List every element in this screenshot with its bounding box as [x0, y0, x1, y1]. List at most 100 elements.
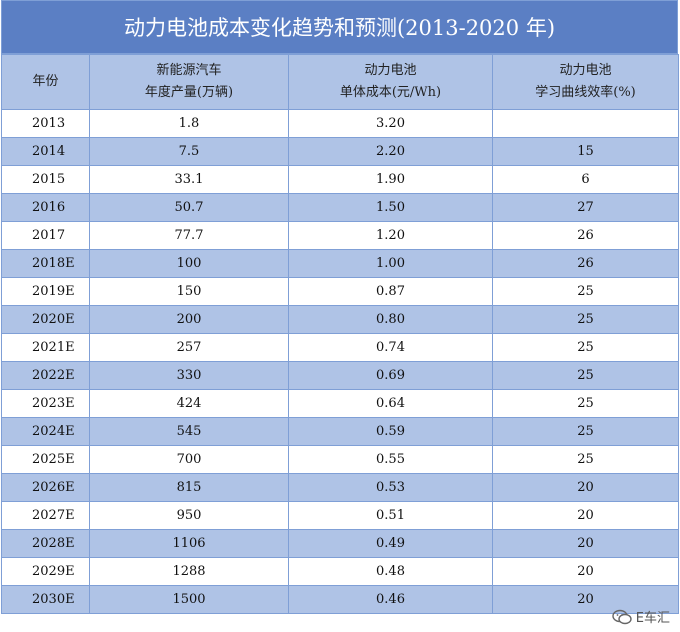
- table-row: 2014 7.5 2.20 15: [1, 137, 679, 166]
- cell-sales: 33.1: [89, 165, 289, 194]
- table-row: 2029E 1288 0.48 20: [1, 557, 679, 586]
- table-row: 2026E 815 0.53 20: [1, 473, 679, 502]
- table-row: 2030E 1500 0.46 20: [1, 585, 679, 614]
- cell-sales: 257: [89, 333, 289, 362]
- cell-cost: 3.20: [288, 109, 493, 138]
- cell-cost: 0.49: [288, 529, 493, 558]
- table-row: 2016 50.7 1.50 27: [1, 193, 679, 222]
- header-cost: 动力电池 单体成本(元/Wh): [288, 54, 493, 110]
- watermark: E车汇: [612, 607, 670, 626]
- cell-year: 2029E: [1, 557, 90, 586]
- header-sales-line1: 新能源汽车: [156, 63, 222, 78]
- table-body: 2013 1.8 3.20 2014 7.5 2.20 15 2015 33.1 1.90 6 201…: [1, 109, 679, 614]
- cell-cost: 0.46: [288, 585, 493, 614]
- cell-rate: 26: [492, 249, 679, 278]
- cell-cost: 0.51: [288, 501, 493, 530]
- table-row: 2027E 950 0.51 20: [1, 501, 679, 530]
- cell-cost: 0.74: [288, 333, 493, 362]
- cell-cost: 1.00: [288, 249, 493, 278]
- header-cost-line1: 动力电池: [364, 63, 417, 78]
- cell-year: 2022E: [1, 361, 90, 390]
- cell-sales: 1106: [89, 529, 289, 558]
- cell-sales: 150: [89, 277, 289, 306]
- cell-rate: 20: [492, 501, 679, 530]
- header-rate: 动力电池 学习曲线效率(%): [492, 54, 679, 110]
- cell-year: 2019E: [1, 277, 90, 306]
- header-sales-line2: 年度产量(万辆): [144, 85, 234, 100]
- cell-cost: 0.53: [288, 473, 493, 502]
- cell-cost: 0.64: [288, 389, 493, 418]
- cell-cost: 0.59: [288, 417, 493, 446]
- cell-rate: 6: [492, 165, 679, 194]
- cell-rate: 25: [492, 389, 679, 418]
- cell-sales: 77.7: [89, 221, 289, 250]
- cell-year: 2015: [1, 165, 90, 194]
- table-row: 2021E 257 0.74 25: [1, 333, 679, 362]
- cell-year: 2025E: [1, 445, 90, 474]
- header-row: 年份 新能源汽车 年度产量(万辆) 动力电池 单体成本(元/Wh) 动力电池 学…: [1, 54, 679, 110]
- table-row: 2019E 150 0.87 25: [1, 277, 679, 306]
- cell-sales: 700: [89, 445, 289, 474]
- cell-rate: 20: [492, 473, 679, 502]
- table-row: 2022E 330 0.69 25: [1, 361, 679, 390]
- cell-sales: 815: [89, 473, 289, 502]
- cell-cost: 0.48: [288, 557, 493, 586]
- cell-year: 2021E: [1, 333, 90, 362]
- cell-year: 2013: [1, 109, 90, 138]
- cell-sales: 1500: [89, 585, 289, 614]
- cell-sales: 424: [89, 389, 289, 418]
- cell-year: 2020E: [1, 305, 90, 334]
- cost-table-container: 动力电池成本变化趋势和预测(2013-2020 年) 年份 新能源汽车 年度产量…: [1, 0, 679, 614]
- cell-year: 2028E: [1, 529, 90, 558]
- table-row: 2025E 700 0.55 25: [1, 445, 679, 474]
- table-row: 2015 33.1 1.90 6: [1, 165, 679, 194]
- cell-rate: 15: [492, 137, 679, 166]
- header-sales: 新能源汽车 年度产量(万辆): [89, 54, 289, 110]
- cell-year: 2018E: [1, 249, 90, 278]
- table-title: 动力电池成本变化趋势和预测(2013-2020 年): [1, 0, 678, 54]
- cell-rate: 20: [492, 529, 679, 558]
- cell-cost: 0.87: [288, 277, 493, 306]
- header-year: 年份: [1, 54, 90, 110]
- cell-rate: 27: [492, 193, 679, 222]
- cell-sales: 50.7: [89, 193, 289, 222]
- cell-year: 2024E: [1, 417, 90, 446]
- cell-year: 2026E: [1, 473, 90, 502]
- cell-cost: 1.90: [288, 165, 493, 194]
- cell-cost: 1.20: [288, 221, 493, 250]
- cell-sales: 200: [89, 305, 289, 334]
- cell-sales: 330: [89, 361, 289, 390]
- table-row: 2018E 100 1.00 26: [1, 249, 679, 278]
- table-row: 2028E 1106 0.49 20: [1, 529, 679, 558]
- cell-rate: 25: [492, 445, 679, 474]
- cell-sales: 1.8: [89, 109, 289, 138]
- watermark-text: E车汇: [635, 611, 670, 626]
- cell-sales: 1288: [89, 557, 289, 586]
- data-table: 年份 新能源汽车 年度产量(万辆) 动力电池 单体成本(元/Wh) 动力电池 学…: [1, 54, 679, 614]
- cell-rate: 25: [492, 277, 679, 306]
- header-rate-line1: 动力电池: [559, 63, 612, 78]
- table-row: 2020E 200 0.80 25: [1, 305, 679, 334]
- cell-cost: 0.80: [288, 305, 493, 334]
- cell-cost: 0.55: [288, 445, 493, 474]
- header-cost-line2: 单体成本(元/Wh): [339, 85, 442, 100]
- cell-year: 2027E: [1, 501, 90, 530]
- cell-year: 2017: [1, 221, 90, 250]
- wechat-icon: [612, 609, 632, 624]
- cell-sales: 950: [89, 501, 289, 530]
- table-row: 2013 1.8 3.20: [1, 109, 679, 138]
- cell-rate: 25: [492, 333, 679, 362]
- cell-cost: 1.50: [288, 193, 493, 222]
- table-row: 2017 77.7 1.20 26: [1, 221, 679, 250]
- cell-rate: 20: [492, 557, 679, 586]
- table-row: 2023E 424 0.64 25: [1, 389, 679, 418]
- cell-year: 2014: [1, 137, 90, 166]
- cell-sales: 100: [89, 249, 289, 278]
- cell-cost: 2.20: [288, 137, 493, 166]
- cell-sales: 545: [89, 417, 289, 446]
- table-row: 2024E 545 0.59 25: [1, 417, 679, 446]
- header-rate-line2: 学习曲线效率(%): [535, 85, 636, 100]
- cell-rate: 25: [492, 361, 679, 390]
- cell-rate: 20: [492, 585, 679, 614]
- cell-cost: 0.69: [288, 361, 493, 390]
